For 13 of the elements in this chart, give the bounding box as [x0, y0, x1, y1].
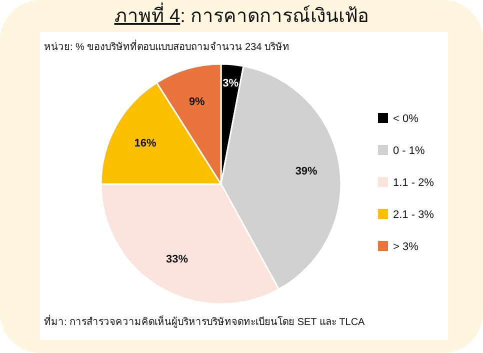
legend-label: > 3% — [393, 241, 419, 253]
data-label: 33% — [166, 253, 188, 266]
data-label: 39% — [295, 165, 318, 178]
data-label: 3% — [222, 77, 239, 90]
chart-subtitle: หน่วย: % ของบริษัทที่ตอบแบบสอบถามจำนวน 234 บริษัท — [44, 39, 290, 53]
text: ที่มา: การสำรวจความคิดเห็นผู้บริหารบริษัทจดทะเบียนโดย SET และ TLCA — [44, 314, 366, 328]
chart-title: ภาพที่ 4: การคาดการณ์เงินเฟ้อ — [114, 2, 369, 27]
legend-label: < 0% — [393, 113, 419, 125]
data-label: 16% — [134, 137, 157, 150]
data-label: 9% — [188, 96, 206, 108]
legend-label: 2.1 - 3% — [393, 209, 434, 221]
legend-label: 0 - 1% — [393, 145, 426, 157]
legend-label: 1.1 - 2% — [393, 177, 434, 189]
